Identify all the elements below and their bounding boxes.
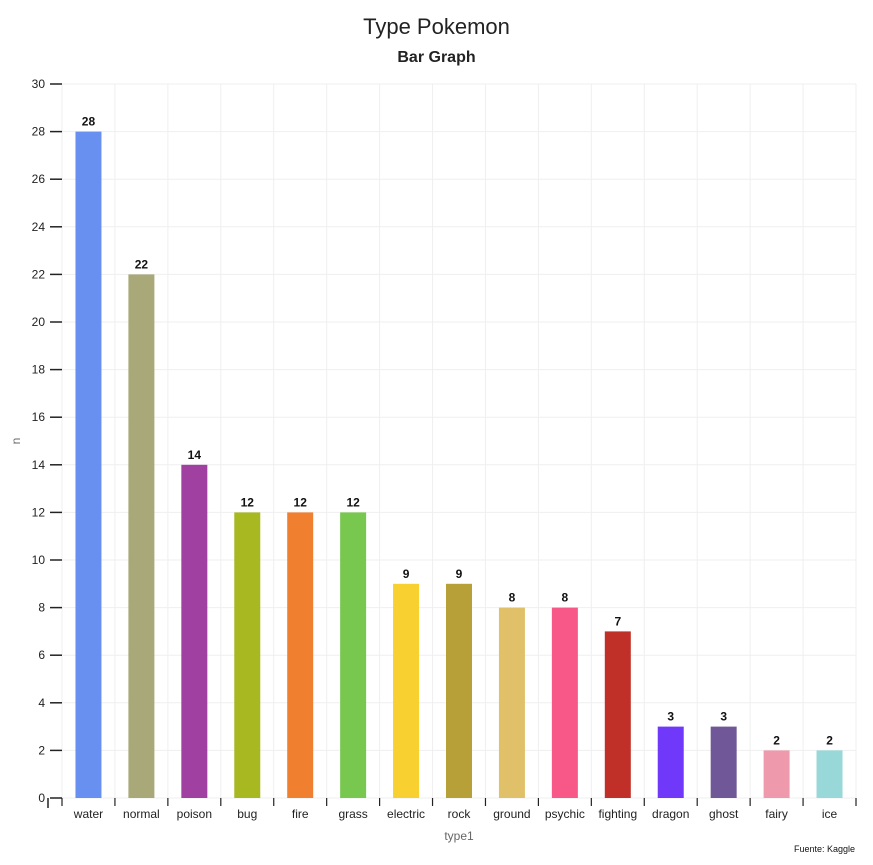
y-tick-label: 4 xyxy=(38,696,45,710)
y-tick-label: 18 xyxy=(32,363,46,377)
bar-electric xyxy=(393,583,420,798)
y-tick-label: 0 xyxy=(38,791,45,805)
data-label-ground: 8 xyxy=(509,591,516,605)
data-label-dragon: 3 xyxy=(667,710,674,724)
bar-bug xyxy=(234,512,261,798)
y-tick-label: 6 xyxy=(38,648,45,662)
y-tick-label: 12 xyxy=(32,505,46,519)
bar-ice xyxy=(816,750,843,798)
data-label-fairy: 2 xyxy=(773,733,780,747)
x-tick-label-ground: ground xyxy=(493,807,530,821)
y-tick-label: 24 xyxy=(32,220,46,234)
data-label-fighting: 7 xyxy=(614,614,621,628)
source-note: Fuente: Kaggle xyxy=(793,844,855,854)
x-tick-label-normal: normal xyxy=(123,807,160,821)
y-tick-label: 2 xyxy=(38,743,45,757)
x-tick-label-fire: fire xyxy=(292,807,309,821)
data-label-ghost: 3 xyxy=(720,710,727,724)
bar-psychic xyxy=(551,607,578,798)
bar-fairy xyxy=(763,750,790,798)
y-tick-label: 10 xyxy=(32,553,46,567)
data-label-fire: 12 xyxy=(294,495,308,509)
x-tick-label-psychic: psychic xyxy=(545,807,585,821)
data-label-ice: 2 xyxy=(826,733,833,747)
x-tick-label-poison: poison xyxy=(177,807,212,821)
bar-grass xyxy=(340,512,367,798)
x-tick-label-fairy: fairy xyxy=(765,807,788,821)
x-tick-label-electric: electric xyxy=(387,807,425,821)
x-tick-label-bug: bug xyxy=(237,807,257,821)
x-tick-label-grass: grass xyxy=(338,807,367,821)
x-tick-label-fighting: fighting xyxy=(598,807,637,821)
data-label-electric: 9 xyxy=(403,567,410,581)
bar-fire xyxy=(287,512,314,798)
data-label-normal: 22 xyxy=(135,257,149,271)
bar-water xyxy=(75,131,102,799)
y-tick-label: 22 xyxy=(32,267,46,281)
bar-dragon xyxy=(657,726,684,798)
data-label-rock: 9 xyxy=(456,567,463,581)
bar-fighting xyxy=(604,631,631,798)
y-tick-label: 26 xyxy=(32,172,46,186)
data-label-poison: 14 xyxy=(188,448,202,462)
x-tick-label-dragon: dragon xyxy=(652,807,689,821)
x-tick-label-rock: rock xyxy=(448,807,472,821)
chart-subtitle: Bar Graph xyxy=(397,49,476,66)
y-axis-title: n xyxy=(9,438,23,445)
y-tick-label: 28 xyxy=(32,125,46,139)
y-tick-label: 14 xyxy=(32,458,46,472)
y-tick-label: 16 xyxy=(32,410,46,424)
data-label-psychic: 8 xyxy=(562,591,569,605)
data-label-grass: 12 xyxy=(346,495,360,509)
x-tick-label-ice: ice xyxy=(822,807,838,821)
data-label-water: 28 xyxy=(82,115,96,129)
bar-ghost xyxy=(710,726,737,798)
y-tick-label: 8 xyxy=(38,601,45,615)
x-tick-label-water: water xyxy=(73,807,103,821)
y-tick-label: 20 xyxy=(32,315,46,329)
bar-normal xyxy=(128,274,155,798)
data-label-bug: 12 xyxy=(241,495,255,509)
bar-ground xyxy=(498,607,525,798)
bar-rock xyxy=(446,583,472,798)
x-tick-label-ghost: ghost xyxy=(709,807,739,821)
y-tick-label: 30 xyxy=(32,77,46,91)
bar-poison xyxy=(181,464,208,798)
chart-title: Type Pokemon xyxy=(363,14,510,39)
x-axis-title: type1 xyxy=(444,829,474,843)
